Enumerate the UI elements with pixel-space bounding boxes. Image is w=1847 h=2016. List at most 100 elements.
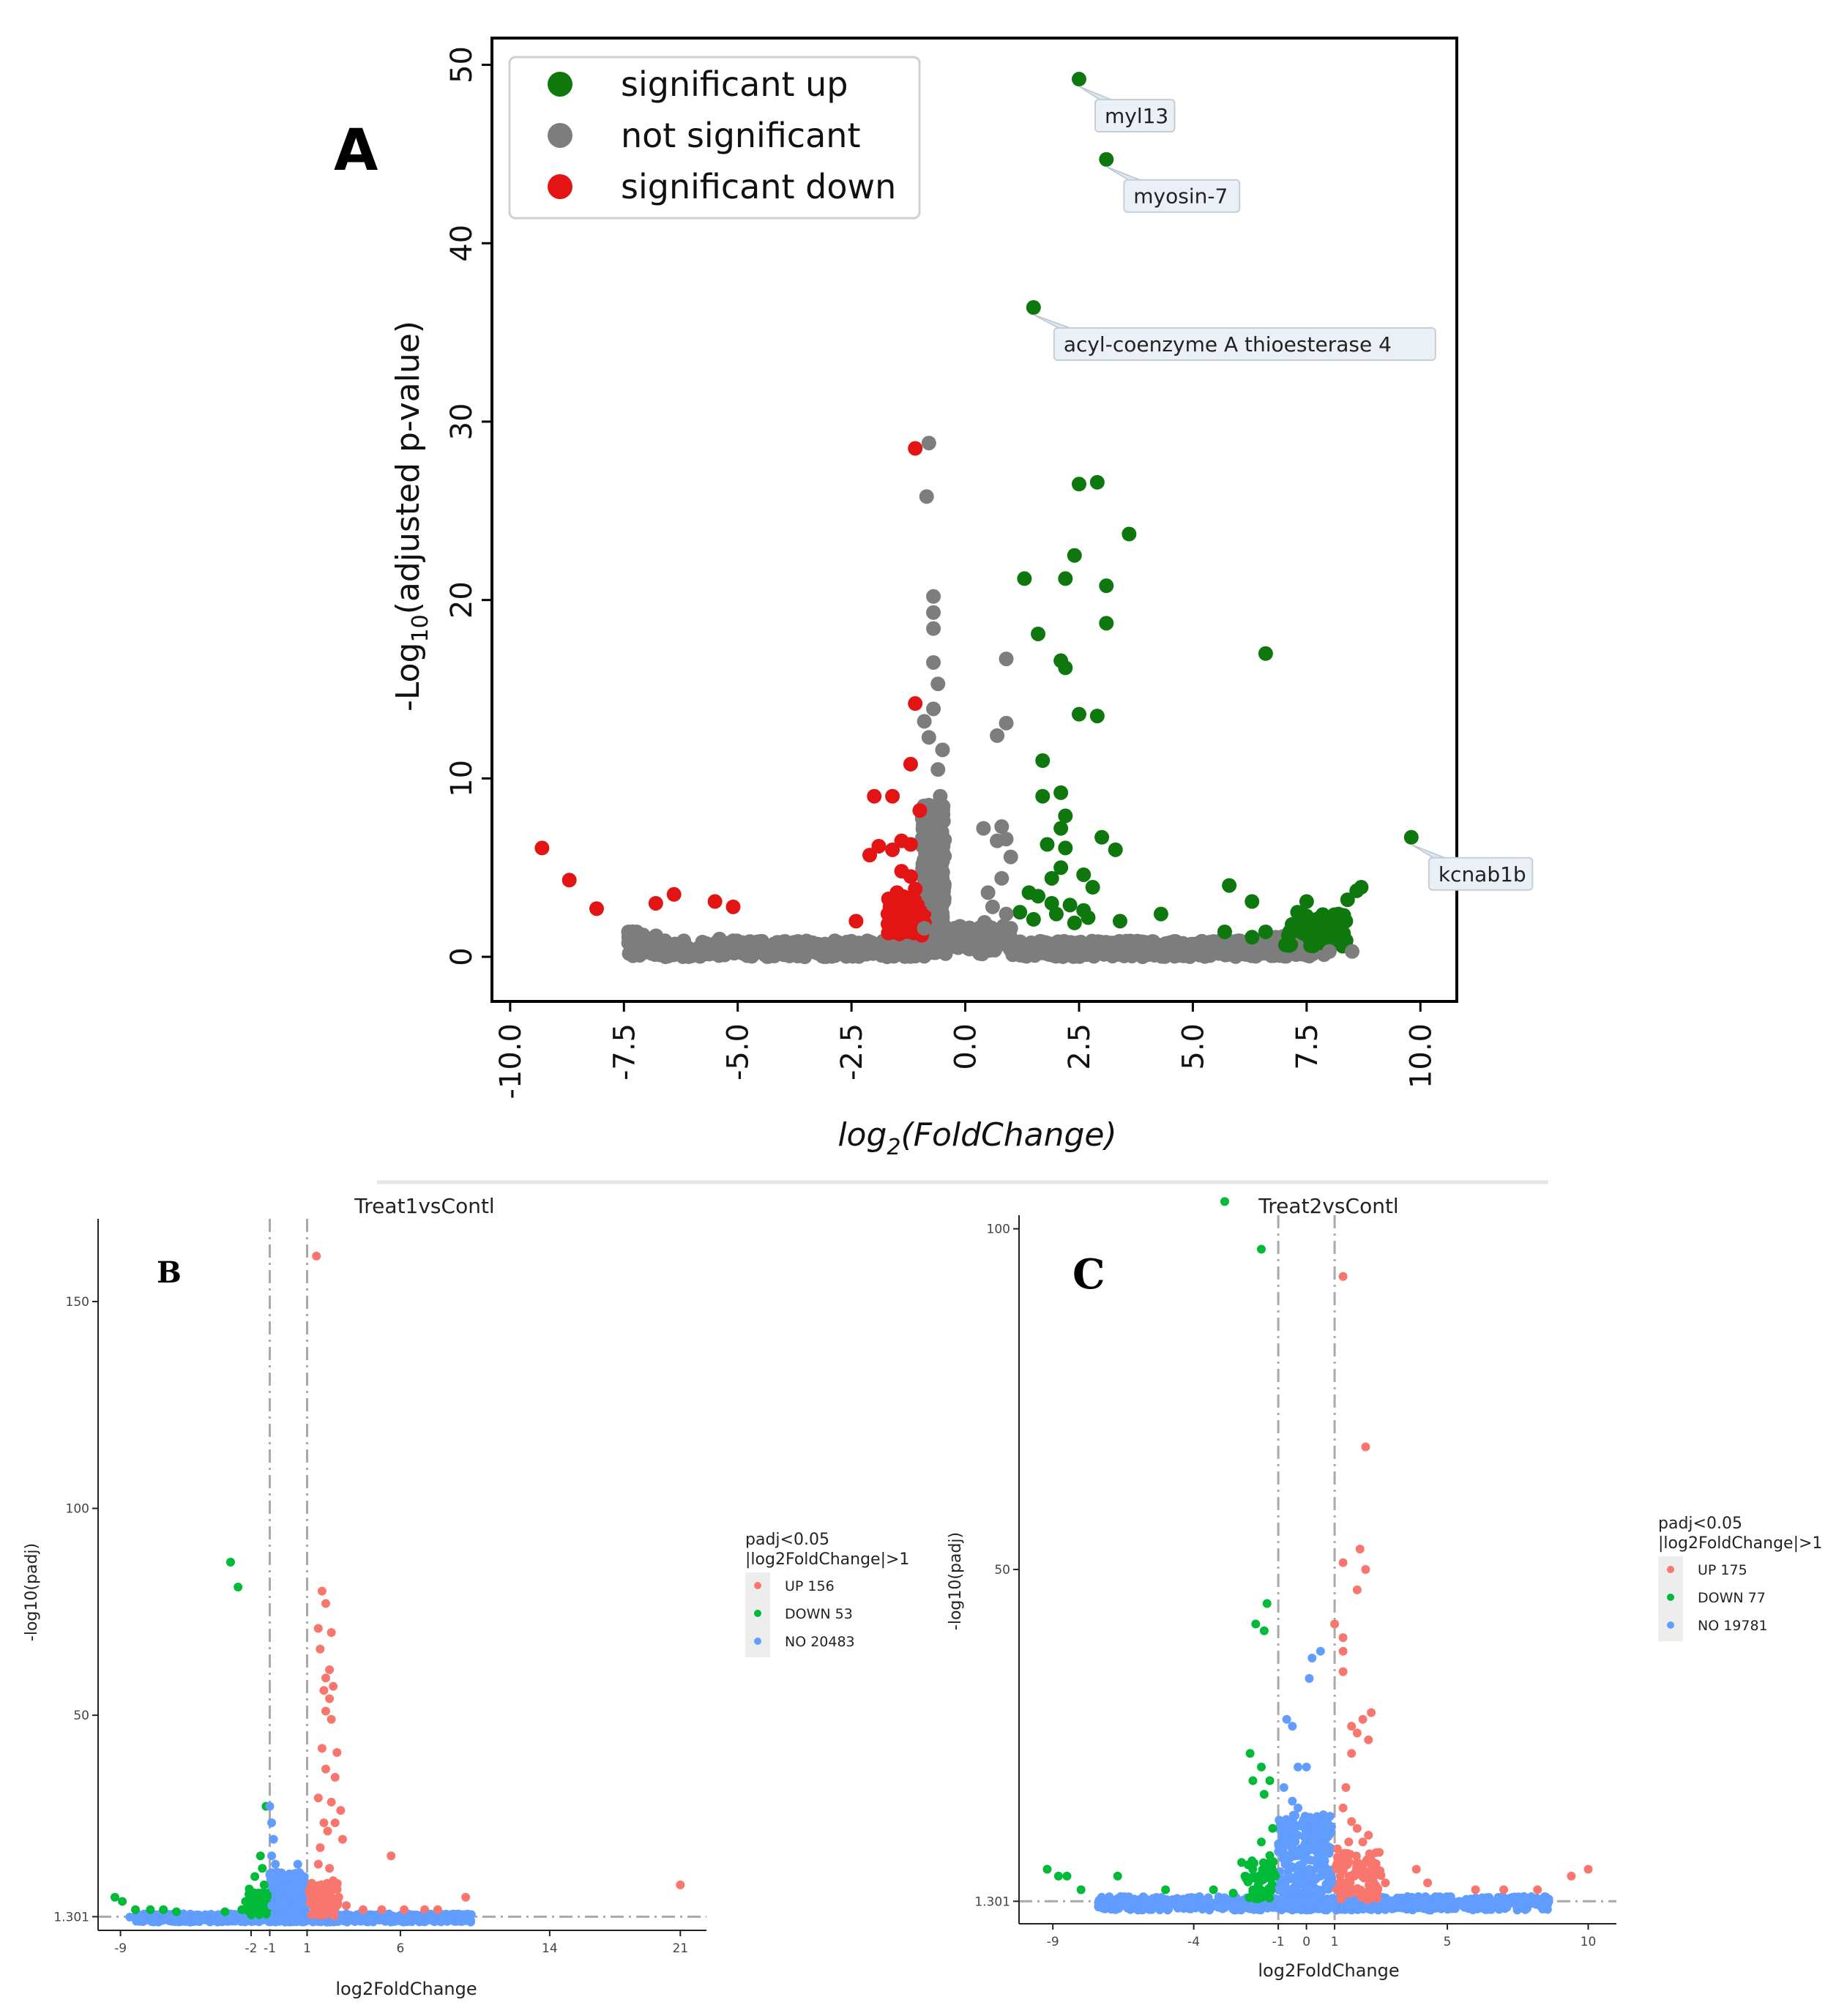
bulk-point-no xyxy=(1296,1898,1305,1908)
x-tick-label--4: -4 xyxy=(1187,1935,1200,1949)
data-point-significant-down xyxy=(903,914,918,929)
data-point-not-significant xyxy=(980,885,996,900)
x-tick-label--9: -9 xyxy=(114,1941,127,1956)
bulk-point-up xyxy=(307,1910,316,1919)
data-point-up xyxy=(1533,1885,1542,1894)
data-point-down xyxy=(237,1905,247,1914)
data-point-not-significant xyxy=(725,933,741,949)
data-point-significant-up xyxy=(1031,626,1046,641)
annotation-label-acyl-coenzyme-a-thioesterase-4: acyl-coenzyme A thioesterase 4 xyxy=(1064,332,1392,356)
bulk-point-not-significant xyxy=(1242,947,1258,963)
bulk-point-no xyxy=(1398,1893,1407,1903)
x-tick-label-6: 6 xyxy=(397,1941,405,1956)
data-point-no xyxy=(1288,1796,1297,1806)
data-point-up xyxy=(317,1744,327,1753)
data-point-no xyxy=(265,1802,275,1811)
y-tick-label-20: 20 xyxy=(445,581,479,619)
y-tick-label-50: 50 xyxy=(445,46,479,83)
data-point-down xyxy=(1209,1885,1218,1894)
bulk-point-no xyxy=(1298,1864,1307,1874)
bulk-point-no xyxy=(1433,1903,1442,1912)
bulk-point-no xyxy=(1148,1897,1157,1906)
data-point-significant-up xyxy=(1071,72,1086,87)
bulk-point-no xyxy=(1138,1905,1147,1914)
bulk-point-not-significant xyxy=(1133,948,1149,963)
data-point-up xyxy=(400,1905,409,1914)
data-point-not-significant xyxy=(994,870,1010,886)
data-point-up xyxy=(342,1901,351,1911)
data-point-no xyxy=(1279,1782,1288,1792)
data-point-down xyxy=(1265,1776,1275,1785)
data-point-not-significant xyxy=(935,885,950,900)
annotation-label-myosin-7: myosin-7 xyxy=(1133,184,1228,209)
data-point-down xyxy=(172,1907,182,1916)
data-point-up xyxy=(1361,1565,1370,1574)
panel-c-y-axis-title: -log10(padj) xyxy=(947,1532,965,1630)
data-point-no xyxy=(1294,1762,1303,1772)
data-point-significant-up xyxy=(1112,914,1127,929)
bulk-point-up xyxy=(1351,1887,1361,1897)
data-point-up xyxy=(1361,1858,1370,1867)
panel-b-legend-marker-down xyxy=(754,1610,761,1617)
bulk-point-not-significant xyxy=(918,861,933,876)
bulk-point-up xyxy=(329,1911,339,1920)
data-point-not-significant xyxy=(1163,935,1178,950)
bulk-point-not-significant xyxy=(1098,935,1113,950)
data-point-up xyxy=(321,1764,330,1774)
data-point-significant-up xyxy=(1099,616,1114,631)
bulk-point-no xyxy=(1138,1892,1148,1902)
data-point-up xyxy=(330,1772,340,1782)
data-point-no xyxy=(125,1912,135,1922)
data-point-down xyxy=(245,1884,254,1894)
data-point-significant-up xyxy=(1094,829,1110,845)
data-point-no xyxy=(1324,1831,1334,1840)
y-tick-label-100: 100 xyxy=(66,1502,89,1517)
data-point-up xyxy=(1347,1722,1357,1731)
data-point-down xyxy=(1254,1871,1264,1881)
data-point-significant-up xyxy=(1217,924,1232,939)
data-point-up xyxy=(1358,1714,1367,1724)
panel-b-legend: padj<0.05 |log2FoldChange|>1 UP 156 DOWN… xyxy=(745,1531,909,1657)
data-point-up xyxy=(325,1694,335,1703)
data-point-not-significant xyxy=(921,436,936,451)
data-point-significant-up xyxy=(1122,526,1137,542)
x-tick-label-1: 1 xyxy=(1331,1935,1339,1949)
bulk-point-not-significant xyxy=(680,940,695,955)
bulk-point-no xyxy=(1316,1851,1326,1861)
x-tick-label-0: 0 xyxy=(1302,1935,1310,1949)
data-point-significant-down xyxy=(707,894,723,909)
bulk-point-no xyxy=(1326,1902,1335,1911)
data-point-up xyxy=(1471,1885,1480,1894)
bulk-point-no xyxy=(1463,1903,1473,1913)
data-point-significant-up xyxy=(1012,905,1028,920)
panel-a-data-points xyxy=(534,72,1419,959)
data-point-significant-up xyxy=(1026,911,1041,927)
data-point-significant-up xyxy=(1062,897,1078,913)
data-point-not-significant xyxy=(1345,944,1360,959)
bulk-point-not-significant xyxy=(1027,948,1042,963)
data-point-significant-down xyxy=(885,788,900,804)
data-point-significant-up xyxy=(1245,930,1260,945)
panel-c-legend-label-up: UP 175 xyxy=(1698,1562,1747,1578)
data-point-down xyxy=(1248,1885,1258,1894)
panel-b-title: Treat1vsContl xyxy=(354,1194,494,1218)
data-point-up xyxy=(1381,1878,1390,1888)
data-point-not-significant xyxy=(994,819,1010,835)
data-point-down xyxy=(1161,1885,1171,1894)
bulk-point-no xyxy=(178,1914,187,1923)
panel-b-legend-marker-no xyxy=(754,1638,761,1645)
bulk-point-no xyxy=(1494,1893,1504,1903)
bulk-point-no xyxy=(402,1915,411,1924)
data-point-significant-up xyxy=(1403,829,1419,845)
x-tick-label-7-5: 7.5 xyxy=(1291,1023,1324,1070)
legend-label-significant-down: significant down xyxy=(621,167,896,206)
data-point-no xyxy=(1276,1817,1286,1826)
data-point-significant-up xyxy=(1058,571,1073,586)
data-point-up xyxy=(1358,1837,1367,1847)
data-point-not-significant xyxy=(1321,944,1337,959)
legend-label-not-significant: not significant xyxy=(621,116,860,155)
bulk-point-no xyxy=(1161,1900,1171,1909)
bulk-point-no xyxy=(235,1916,245,1925)
bulk-point-no xyxy=(356,1916,365,1926)
bulk-point-not-significant xyxy=(1062,940,1078,955)
